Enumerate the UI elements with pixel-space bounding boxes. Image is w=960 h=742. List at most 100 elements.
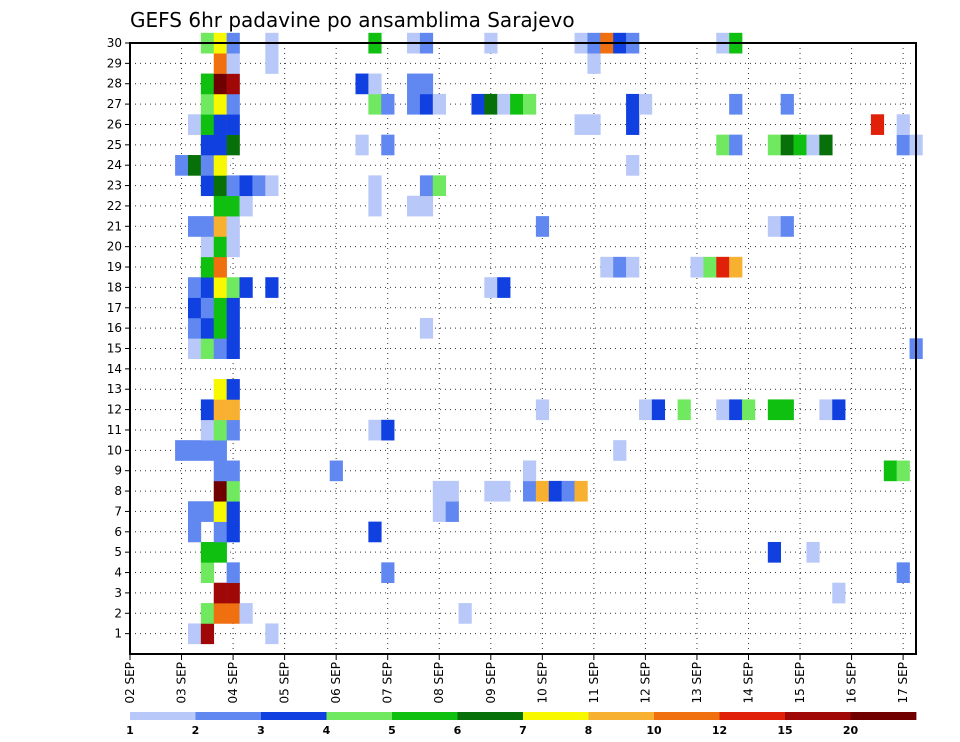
heatmap-cell xyxy=(252,175,266,197)
heatmap-cell xyxy=(729,134,743,156)
heatmap-cell xyxy=(213,53,227,74)
heatmap-cell xyxy=(883,460,897,482)
x-tick-label: 05 SEP xyxy=(278,662,292,704)
x-tick-label: 11 SEP xyxy=(587,662,601,704)
x-tick-label: 15 SEP xyxy=(793,662,807,704)
x-tick-label: 16 SEP xyxy=(845,662,859,704)
heatmap-cell xyxy=(200,256,215,278)
heatmap-cell xyxy=(432,480,446,502)
heatmap-cell xyxy=(523,480,537,502)
heatmap-cell xyxy=(226,562,240,584)
heatmap-cell xyxy=(638,93,653,115)
heatmap-cell xyxy=(200,175,215,197)
heatmap-cell xyxy=(226,521,240,543)
y-tick-label: 10 xyxy=(107,443,122,457)
heatmap-cell xyxy=(780,93,794,115)
x-axis: 02 SEP 03 SEP 04 SEP 05 SEP 06 SEP 07 SEP 08 S… xyxy=(123,654,910,704)
heatmap-cell xyxy=(896,460,910,482)
heatmap-cell xyxy=(226,175,240,197)
x-tick-label: 06 SEP xyxy=(329,662,343,704)
heatmap-cell xyxy=(213,480,227,502)
heatmap-cell xyxy=(767,134,782,156)
heatmap-cell xyxy=(690,256,704,278)
heatmap-cell xyxy=(187,277,202,298)
x-tick-label: 02 SEP xyxy=(123,662,137,704)
heatmap-cell xyxy=(226,114,240,135)
y-tick-label: 2 xyxy=(114,606,122,620)
y-tick-label: 1 xyxy=(114,627,122,641)
heatmap-cells xyxy=(175,32,923,645)
heatmap-cell xyxy=(200,277,215,298)
legend-label: 3 xyxy=(257,724,265,737)
heatmap-cell xyxy=(200,155,215,176)
heatmap-cell xyxy=(329,460,343,482)
heatmap-cell xyxy=(265,277,279,298)
heatmap-cell xyxy=(419,175,434,197)
heatmap-cell xyxy=(226,53,240,74)
heatmap-cell xyxy=(896,562,910,584)
y-tick-label: 22 xyxy=(107,199,122,213)
heatmap-cell xyxy=(213,460,227,482)
y-tick-label: 20 xyxy=(107,240,122,254)
legend-label: 1 xyxy=(126,724,134,737)
heatmap-cell xyxy=(226,216,240,237)
heatmap-cell xyxy=(200,236,215,258)
legend-swatch xyxy=(719,712,786,720)
heatmap-cell xyxy=(213,93,227,115)
heatmap-cell xyxy=(200,317,215,339)
x-tick-label: 10 SEP xyxy=(535,662,549,704)
heatmap-cell xyxy=(626,114,640,135)
heatmap-cell xyxy=(497,277,511,298)
heatmap-cell xyxy=(200,114,215,135)
legend-swatch xyxy=(326,712,393,720)
heatmap-cell xyxy=(187,338,202,359)
heatmap-cell xyxy=(407,195,421,217)
heatmap-cell xyxy=(213,317,227,339)
heatmap-cell xyxy=(484,480,498,502)
legend-swatch xyxy=(785,712,851,720)
heatmap-cell xyxy=(806,134,820,156)
y-tick-label: 7 xyxy=(114,504,122,518)
heatmap-cell xyxy=(535,399,550,421)
heatmap-cell xyxy=(187,501,202,522)
legend-label: 10 xyxy=(646,724,662,737)
legend-label: 2 xyxy=(192,724,200,737)
heatmap-cell xyxy=(729,256,743,278)
legend-swatch xyxy=(130,712,196,720)
heatmap-cell xyxy=(226,195,240,217)
heatmap-cell xyxy=(368,419,382,441)
y-tick-label: 6 xyxy=(114,525,122,539)
heatmap-cell xyxy=(200,399,215,421)
x-tick-label: 04 SEP xyxy=(226,662,240,704)
heatmap-cell xyxy=(651,399,666,421)
y-tick-label: 15 xyxy=(107,342,122,356)
heatmap-cell xyxy=(213,216,227,237)
heatmap-cell xyxy=(213,114,227,135)
heatmap-cell xyxy=(226,582,240,604)
heatmap-cell xyxy=(187,155,202,176)
heatmap-cell xyxy=(226,236,240,258)
y-axis: 1234567891011121314151617181920212223242… xyxy=(107,36,130,641)
heatmap-cell xyxy=(200,73,215,95)
heatmap-cell xyxy=(213,399,227,421)
heatmap-cell xyxy=(226,93,240,115)
y-tick-label: 27 xyxy=(107,97,122,111)
heatmap-cell xyxy=(535,480,550,502)
heatmap-cell xyxy=(613,440,627,461)
y-tick-label: 14 xyxy=(107,362,122,376)
x-tick-label: 08 SEP xyxy=(432,662,446,704)
heatmap-cell xyxy=(510,93,524,115)
legend-swatch xyxy=(457,712,524,720)
heatmap-cell xyxy=(587,53,601,74)
y-tick-label: 26 xyxy=(107,117,122,131)
heatmap-cell xyxy=(226,603,240,624)
heatmap-cell xyxy=(355,73,369,95)
heatmap-cell xyxy=(226,134,240,156)
heatmap-cell xyxy=(200,541,215,563)
color-legend: 1 2 3 4 5 6 7 8 10 12 15 20 xyxy=(126,712,917,737)
heatmap-cell xyxy=(226,379,240,400)
heatmap-cell xyxy=(445,480,459,502)
y-tick-label: 17 xyxy=(107,301,122,315)
heatmap-cell xyxy=(458,603,472,624)
heatmap-cell xyxy=(213,582,227,604)
